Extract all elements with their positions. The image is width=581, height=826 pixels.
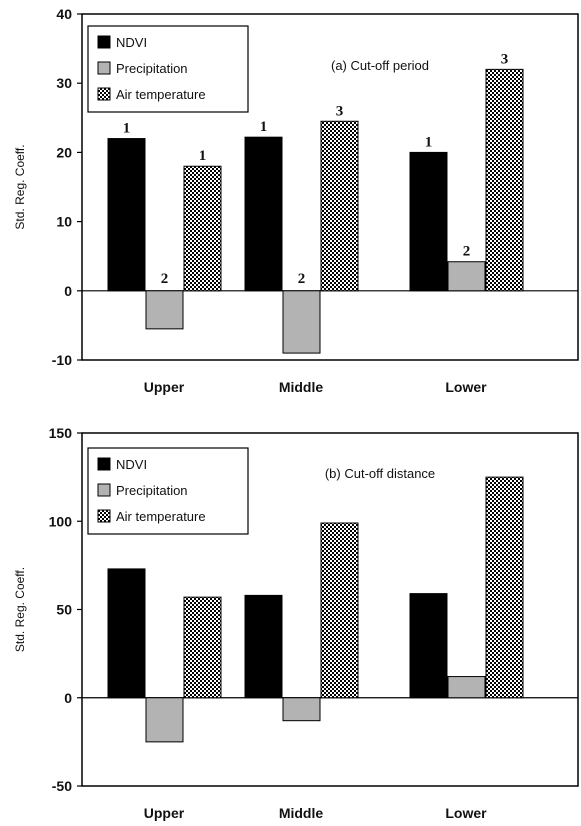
- legend-swatch-precipitation: [97, 483, 111, 497]
- bar-ndvi-lower: [409, 593, 448, 699]
- rank-label: 1: [260, 119, 268, 135]
- panel-title: (a) Cut-off period: [331, 58, 429, 73]
- legend: NDVI Precipitation Air temperature: [87, 25, 249, 113]
- legend-swatch-ndvi: [97, 35, 111, 49]
- category-label-middle: Middle: [279, 379, 324, 395]
- y-tick-label: 20: [56, 144, 72, 160]
- category-label-lower: Lower: [445, 379, 487, 395]
- legend-label: NDVI: [116, 35, 147, 50]
- y-tick-label: 10: [56, 214, 72, 230]
- legend-label: NDVI: [116, 457, 147, 472]
- y-axis-title: Std. Reg. Coeff.: [13, 567, 27, 652]
- bar-ndvi-upper: [107, 138, 146, 292]
- bar-air-temperature-upper: [183, 165, 222, 292]
- rank-label: 3: [501, 51, 509, 67]
- legend: NDVI Precipitation Air temperature: [87, 447, 249, 535]
- rank-label: 2: [463, 244, 471, 260]
- legend-label: Precipitation: [116, 61, 188, 76]
- bar-precipitation-upper: [145, 290, 184, 330]
- panel-title: (b) Cut-off distance: [325, 466, 435, 481]
- bar-ndvi-lower: [409, 151, 448, 292]
- category-label-upper: Upper: [144, 805, 185, 821]
- legend-swatch-air-temperature: [97, 87, 111, 101]
- bar-precipitation-middle: [282, 290, 321, 354]
- y-tick-label: 40: [56, 6, 72, 22]
- bar-precipitation-upper: [145, 697, 184, 743]
- bar-ndvi-middle: [244, 136, 283, 292]
- category-label-lower: Lower: [445, 805, 487, 821]
- legend-swatch-ndvi: [97, 457, 111, 471]
- legend-box: [87, 447, 249, 535]
- legend-swatch-precipitation: [97, 61, 111, 75]
- bar-air-temperature-upper: [183, 596, 222, 699]
- bar-precipitation-lower: [447, 676, 486, 699]
- bar-air-temperature-lower: [485, 476, 524, 699]
- y-tick-label: 30: [56, 75, 72, 91]
- rank-label: 1: [199, 148, 207, 164]
- legend-label: Air temperature: [116, 87, 206, 102]
- legend-swatch-air-temperature: [97, 509, 111, 523]
- legend-box: [87, 25, 249, 113]
- bar-precipitation-middle: [282, 697, 321, 722]
- legend-label: Precipitation: [116, 483, 188, 498]
- bar-ndvi-upper: [107, 568, 146, 699]
- plot-frame: [81, 13, 579, 361]
- bar-air-temperature-middle: [320, 120, 359, 292]
- y-tick-label: 0: [64, 283, 72, 299]
- rank-label: 1: [123, 121, 131, 137]
- legend-label: Air temperature: [116, 509, 206, 524]
- y-tick-label: -50: [52, 778, 72, 794]
- y-tick-label: 50: [56, 602, 72, 618]
- y-tick-label: -10: [52, 352, 72, 368]
- rank-label: 2: [161, 271, 169, 287]
- bar-air-temperature-middle: [320, 522, 359, 699]
- rank-label: 2: [298, 271, 306, 287]
- chart-panel-a: -10 0 10 20 30 40 Std. Reg. Coeff. 1 1 1 2 2 2 1 3 3 Upp…: [13, 6, 579, 395]
- category-label-upper: Upper: [144, 379, 185, 395]
- rank-label: 1: [425, 134, 433, 150]
- y-axis-title: Std. Reg. Coeff.: [13, 144, 27, 229]
- y-tick-label: 100: [49, 513, 73, 529]
- bar-precipitation-lower: [447, 261, 486, 292]
- y-tick-label: 150: [49, 425, 73, 441]
- chart-panel-b: -50 0 50 100 150 Std. Reg. Coeff. Upper Middle L…: [13, 425, 579, 821]
- bar-ndvi-middle: [244, 594, 283, 699]
- bar-air-temperature-lower: [485, 68, 524, 292]
- rank-label: 3: [336, 103, 344, 119]
- y-tick-label: 0: [64, 690, 72, 706]
- category-label-middle: Middle: [279, 805, 324, 821]
